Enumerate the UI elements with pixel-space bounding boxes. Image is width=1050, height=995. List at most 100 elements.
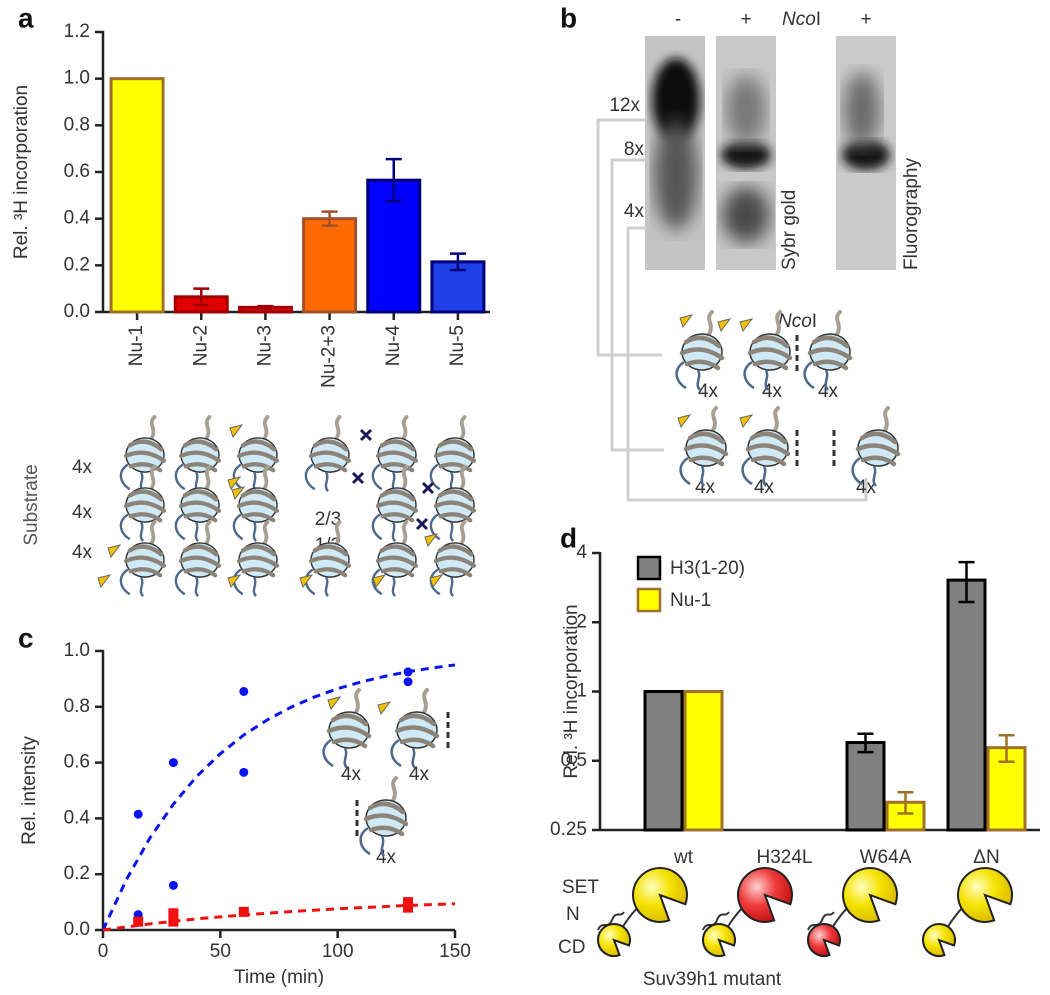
nucleosome: [851, 406, 901, 487]
methyl-mark: [424, 533, 439, 548]
dna-linker: [400, 465, 409, 492]
panel-label: d: [560, 522, 577, 553]
y-tick-label: 0.0: [64, 301, 90, 322]
dna-wrap: [127, 544, 164, 557]
set-domain: [632, 867, 688, 923]
point: [239, 767, 249, 777]
fragment-label: 4x: [341, 764, 362, 785]
dna-wrap: [438, 512, 473, 523]
nucleosome: [174, 520, 222, 597]
crosslink-mark: [359, 428, 373, 442]
dna-wrap: [860, 455, 897, 467]
dna-linker: [333, 415, 342, 442]
lane-label: +: [860, 9, 871, 30]
fragment-label: 4x: [695, 477, 716, 498]
nucleosome: [390, 688, 440, 769]
methyl-mark: [739, 318, 754, 333]
connector: [626, 226, 868, 502]
error-bar: [257, 304, 274, 310]
stain-label: Sybr gold: [779, 190, 800, 270]
dna-wrap: [375, 450, 419, 463]
histone-tail: [194, 521, 200, 542]
y-tick-label: 0.0: [64, 919, 90, 940]
nucleosome: [679, 406, 729, 487]
dna-linker: [834, 310, 842, 338]
crosslink-mark: [421, 481, 435, 495]
dna-wrap: [240, 439, 277, 452]
domain-label: N: [566, 904, 580, 925]
dna-wrap: [749, 431, 788, 445]
dna-wrap: [123, 555, 167, 568]
fragment-label: 4x: [818, 381, 839, 402]
histone-tail: [449, 576, 455, 597]
dna-wrap: [241, 462, 276, 473]
histone-tail: [429, 463, 441, 491]
point: [133, 809, 143, 819]
dna-wrap: [437, 439, 474, 452]
histone-tail: [324, 576, 330, 597]
histone-tail: [696, 369, 701, 391]
dna-wrap: [330, 713, 369, 727]
nucleosome: [371, 465, 419, 542]
dna-wrap: [747, 347, 793, 361]
dna-wrap: [236, 500, 280, 513]
y-tick-label: 0.8: [64, 114, 90, 135]
dna-wrap: [679, 347, 725, 361]
y-tick-label: 0.2: [64, 863, 90, 884]
enzyme-name: Nco: [778, 311, 812, 332]
nucleosome: [371, 520, 419, 597]
methyl-mark: [97, 574, 112, 589]
dna-linker: [148, 465, 157, 492]
histone-tail: [343, 747, 348, 769]
nucleosome: [304, 520, 352, 597]
gel-smear: [722, 187, 770, 243]
histone-tail: [824, 369, 829, 391]
repeat-label: 4x: [72, 542, 93, 563]
dna-wrap: [683, 443, 729, 457]
connector: [610, 158, 664, 452]
dna-linker: [421, 688, 429, 716]
stain-label: Fluorography: [901, 158, 922, 270]
histone-tail: [119, 568, 131, 596]
domain-label: SET: [562, 877, 599, 898]
y-tick-label: 0.5: [561, 750, 587, 771]
dna-wrap: [375, 555, 419, 568]
dna-wrap: [128, 567, 163, 578]
dna-linker: [706, 310, 714, 338]
dna-linker: [458, 415, 467, 442]
fit-line: [102, 902, 456, 932]
nucleosome: [174, 415, 222, 492]
lane-label: +: [740, 9, 751, 30]
n-terminus: [807, 911, 835, 931]
y-tick-label: 0.8: [64, 696, 90, 717]
y-tick-label: 4: [576, 542, 587, 563]
dna-wrap: [433, 555, 477, 568]
point: [239, 686, 249, 696]
dna-wrap: [380, 462, 415, 473]
point: [133, 916, 144, 927]
error-bar: [857, 732, 874, 754]
y-tick-label: 0.6: [64, 161, 90, 182]
set-domain: [957, 867, 1013, 923]
dna-wrap: [380, 567, 415, 578]
dna-wrap: [684, 359, 721, 371]
repeat-label: 4x: [72, 502, 93, 523]
nucleosome: [232, 415, 280, 492]
dna-wrap: [375, 500, 419, 513]
panel-label: a: [18, 2, 34, 33]
repeat-label: 4x: [72, 457, 93, 478]
y-tick-label: 2: [576, 611, 587, 632]
histone-tail: [803, 360, 815, 390]
n-terminus: [702, 911, 730, 931]
histone-tail: [411, 747, 416, 769]
nucleosome: [675, 310, 725, 391]
nucleosome: [803, 310, 853, 391]
fragment-label: 4x: [698, 381, 719, 402]
dna-wrap: [182, 439, 219, 452]
histone-tail: [324, 471, 330, 492]
histone-tail: [194, 576, 200, 597]
histone-tail: [252, 576, 258, 597]
error-bar: [321, 210, 338, 227]
histone-tail: [851, 456, 863, 486]
histone-tail: [679, 456, 691, 486]
